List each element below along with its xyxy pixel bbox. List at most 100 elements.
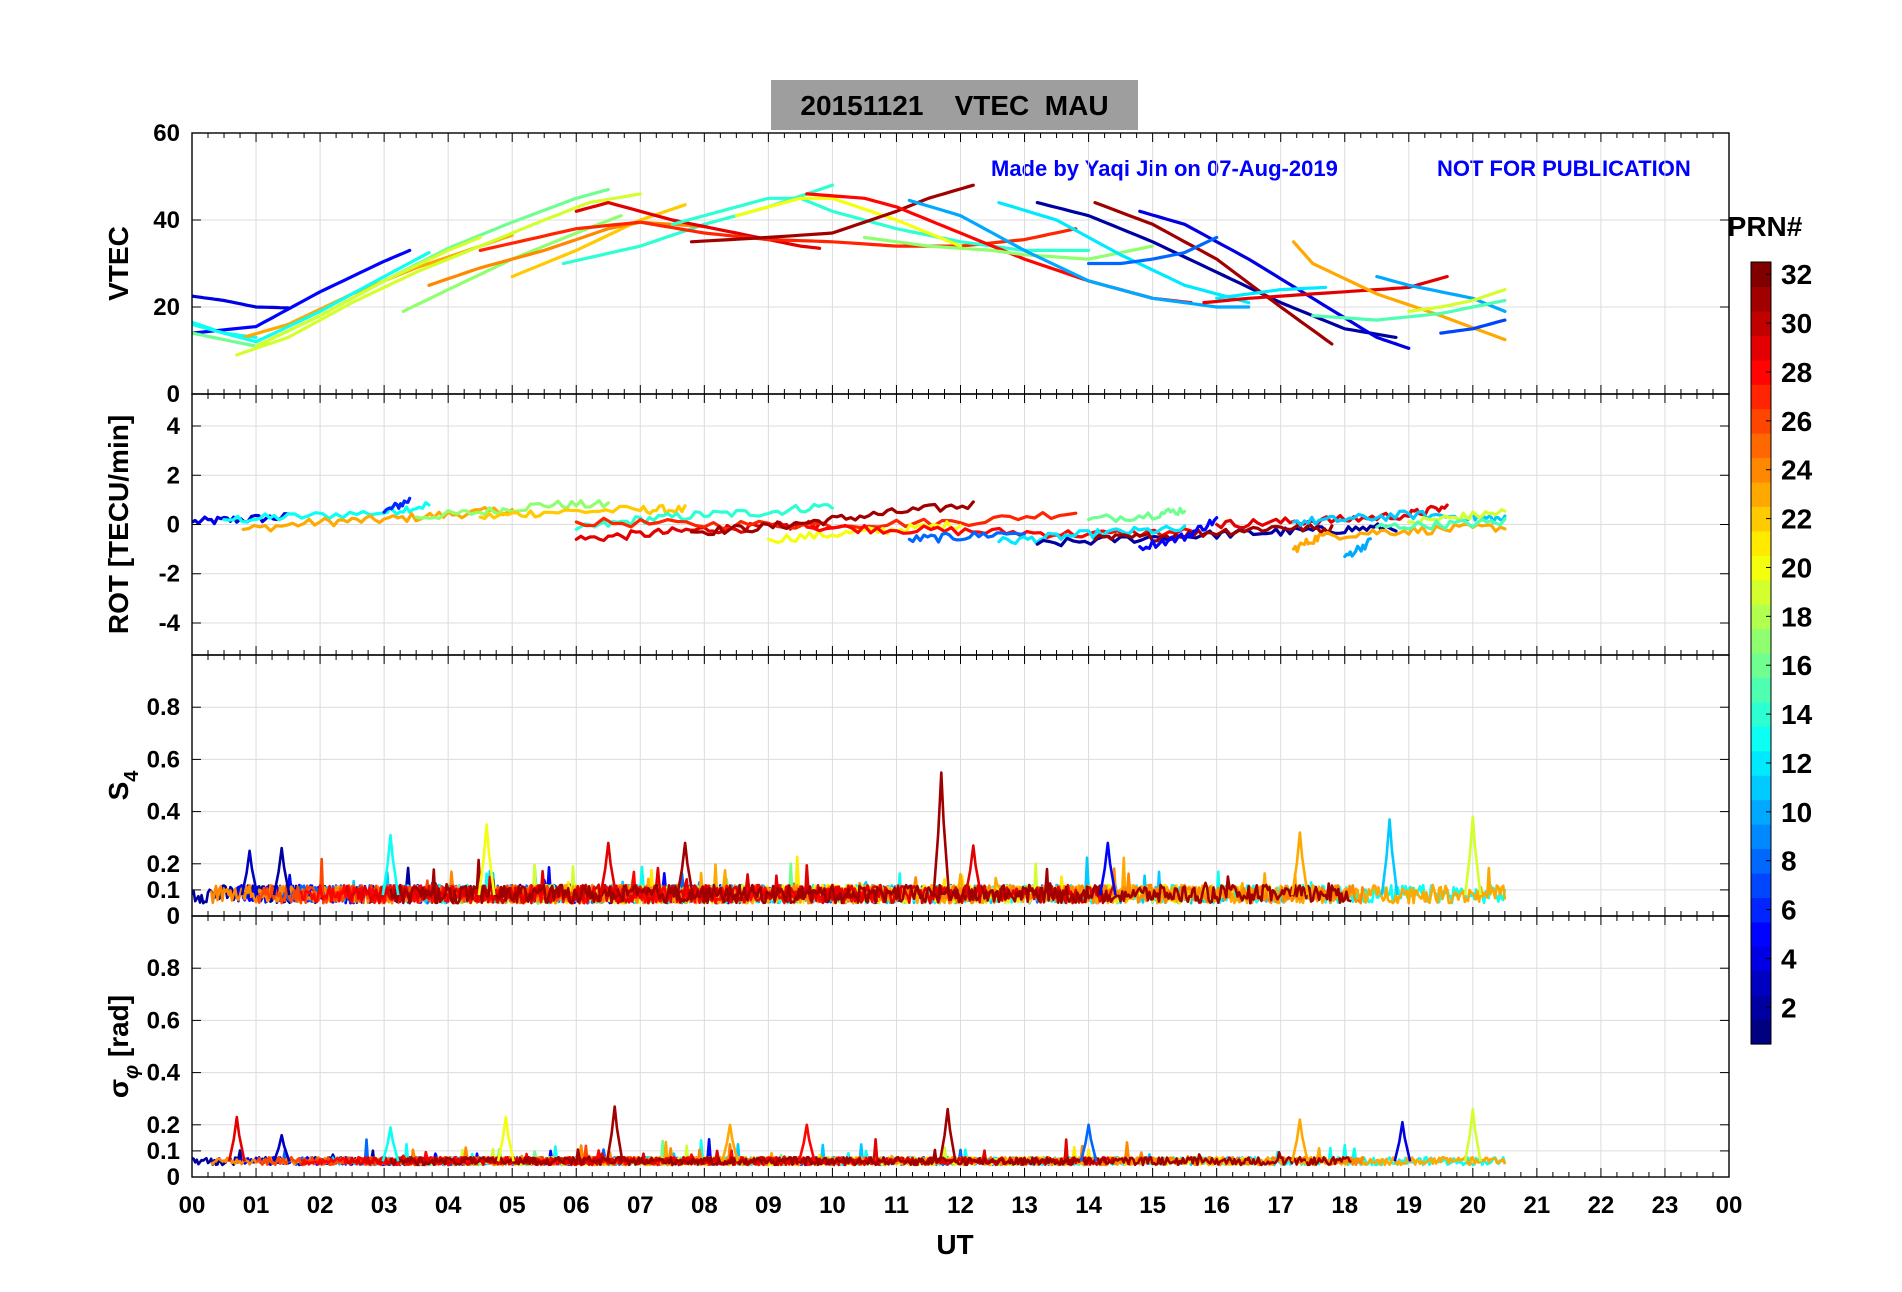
colorbar-band (1751, 555, 1771, 581)
y-tick-label: 0.6 (147, 1007, 180, 1034)
colorbar-tick-label: 30 (1781, 308, 1812, 339)
colorbar-tick-label: 16 (1781, 650, 1812, 681)
colorbar-band (1751, 872, 1771, 898)
colorbar-tick-label: 4 (1781, 943, 1797, 974)
y-tick-label: 0.8 (147, 694, 180, 721)
y-tick-label: 0.2 (147, 1112, 180, 1139)
colorbar-band (1751, 921, 1771, 947)
y-tick-label: 0 (167, 1164, 180, 1191)
series-prn-17 (862, 235, 1155, 261)
x-axis-label: UT (936, 1229, 973, 1260)
y-tick-label: 0 (167, 381, 180, 408)
spike-prn-28 (797, 1123, 816, 1162)
title-box (771, 80, 1138, 130)
series-prn-29 (574, 201, 822, 250)
spike-prn-2 (272, 846, 291, 896)
colorbar-band (1751, 262, 1771, 288)
y-tick-label: 40 (153, 207, 180, 234)
colorbar-band (1751, 384, 1771, 410)
colorbar-tick-label: 32 (1781, 259, 1812, 290)
colorbar-band (1751, 677, 1771, 703)
y-tick-label: 20 (153, 294, 180, 321)
data-layer (192, 496, 1507, 559)
x-tick-label: 16 (1203, 1192, 1230, 1219)
y-axis-label-subscript: 4 (121, 770, 143, 782)
series-prn-31 (689, 500, 975, 537)
colorbar-band (1751, 750, 1771, 776)
colorbar-band (1751, 897, 1771, 923)
trace-prn-31 (389, 1148, 1352, 1167)
x-tick-label: 12 (947, 1192, 974, 1219)
series-prn-10 (1343, 537, 1372, 559)
panel-s4: 00.10.20.40.60.8S4 (103, 654, 1730, 930)
x-tick-label: 19 (1395, 1192, 1422, 1219)
colorbar-band (1751, 604, 1771, 630)
x-tick-label: 15 (1139, 1192, 1166, 1219)
y-tick-label: 0.4 (147, 799, 181, 826)
colorbar-band (1751, 848, 1771, 874)
spike-prn-13 (381, 1126, 400, 1162)
spike-prn-20 (477, 823, 496, 896)
series-prn-16 (1087, 506, 1187, 524)
x-tick-label: 05 (499, 1192, 526, 1219)
spike-prn-29 (599, 841, 618, 896)
x-tick-label: 13 (1011, 1192, 1038, 1219)
x-tick-label: 22 (1588, 1192, 1615, 1219)
series-prn-5 (192, 248, 412, 335)
colorbar-band (1751, 457, 1771, 483)
spike-prn-13 (381, 833, 400, 896)
y-tick-label: 2 (167, 462, 180, 489)
colorbar-tick-label: 14 (1781, 699, 1813, 730)
series-prn-13 (192, 251, 431, 344)
spike-prn-29 (964, 844, 983, 896)
spike-prn-31 (605, 1105, 624, 1162)
colorbar-band (1751, 310, 1771, 336)
x-tick-label: 09 (755, 1192, 782, 1219)
series-prn-6 (382, 496, 412, 514)
x-tick-label: 21 (1524, 1192, 1551, 1219)
spike-prn-23 (1290, 831, 1309, 896)
notice-annotation: NOT FOR PUBLICATION (1437, 156, 1691, 181)
y-tick-label: -4 (159, 610, 181, 637)
colorbar-band (1751, 701, 1771, 727)
spike-prn-31 (932, 771, 951, 896)
series-prn-22 (510, 203, 687, 279)
colorbar-tick-label: 18 (1781, 601, 1812, 632)
colorbar-tick-label: 10 (1781, 797, 1812, 828)
x-tick-label: 07 (627, 1192, 654, 1219)
spike-prn-20 (496, 1115, 515, 1162)
spike-prn-29 (227, 1115, 246, 1162)
colorbar-band (1751, 1019, 1771, 1045)
colorbar-band (1751, 653, 1771, 679)
x-tick-label: 03 (371, 1192, 398, 1219)
y-tick-label: 0.1 (147, 877, 180, 904)
colorbar-band (1751, 481, 1771, 507)
series-prn-23 (1291, 522, 1507, 554)
series-prn-20 (734, 196, 963, 248)
spike-prn-23 (721, 1123, 739, 1162)
colorbar-tick-label: 28 (1781, 357, 1812, 388)
colorbar-band (1751, 970, 1771, 996)
panel-sigma_phi: 00.10.20.40.60.8σφ [rad]00 01 02 03 04 05 06 07… (103, 915, 1743, 1219)
colorbar-band (1751, 775, 1771, 801)
y-axis-label-unit: [rad] (103, 995, 134, 1065)
series-prn-10 (907, 198, 1251, 309)
data-layer (192, 1105, 1507, 1167)
series-prn-13 (222, 501, 431, 524)
colorbar-tick-label: 24 (1781, 455, 1813, 486)
trace-prn-31 (389, 858, 1352, 905)
series-prn-19 (254, 235, 482, 348)
x-tick-label: 00 (1716, 1192, 1743, 1219)
x-tick-label: 17 (1267, 1192, 1294, 1219)
y-tick-label: 60 (153, 120, 180, 147)
y-tick-label: 0 (167, 903, 180, 930)
spike-prn-23 (1290, 1118, 1309, 1162)
spike-prn-11 (1380, 818, 1399, 896)
colorbar-band (1751, 946, 1771, 972)
series-prn-5 (1138, 516, 1219, 552)
y-tick-label: -2 (159, 561, 180, 588)
colorbar-band (1751, 506, 1771, 532)
